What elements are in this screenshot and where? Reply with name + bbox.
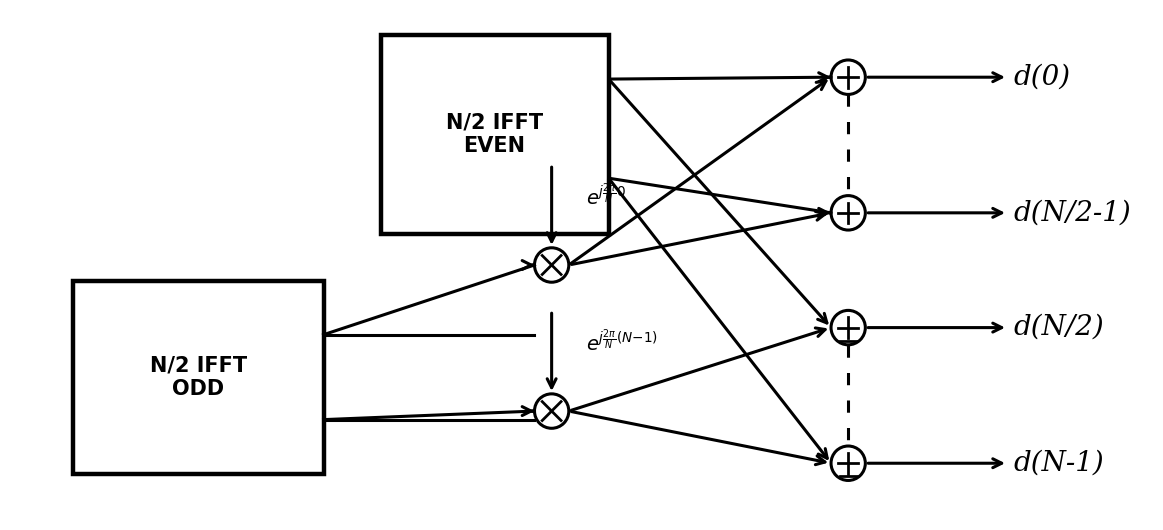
Text: d(N-1): d(N-1) [1014, 450, 1105, 476]
Text: d(0): d(0) [1014, 64, 1071, 91]
Text: $e^{j\frac{2\pi}{N}(N{-}1)}$: $e^{j\frac{2\pi}{N}(N{-}1)}$ [586, 329, 658, 355]
Text: d(N/2): d(N/2) [1014, 314, 1105, 341]
Text: N/2 IFFT
ODD: N/2 IFFT ODD [150, 356, 247, 399]
Text: N/2 IFFT
EVEN: N/2 IFFT EVEN [447, 113, 543, 156]
Text: $e^{j\frac{2\pi}{N}0}$: $e^{j\frac{2\pi}{N}0}$ [586, 182, 626, 209]
Text: d(N/2-1): d(N/2-1) [1014, 199, 1132, 226]
Bar [380, 36, 608, 234]
Bar [72, 281, 323, 474]
